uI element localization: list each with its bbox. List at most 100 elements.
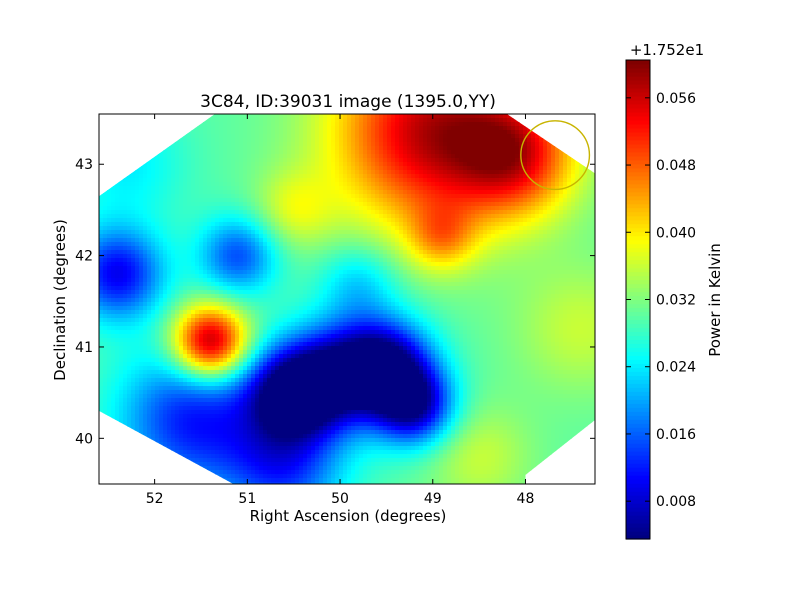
heatmap-cell (343, 166, 348, 171)
heatmap-cell (335, 258, 340, 263)
heatmap-cell (579, 166, 584, 171)
heatmap-cell (399, 242, 404, 247)
heatmap-cell (139, 238, 144, 243)
heatmap-cell (327, 218, 332, 223)
heatmap-cell (567, 190, 572, 195)
heatmap-cell (227, 234, 232, 239)
heatmap-cell (267, 118, 272, 123)
heatmap-cell (135, 194, 140, 199)
heatmap-cell (123, 194, 128, 199)
heatmap-cell (499, 226, 504, 231)
heatmap-cell (535, 218, 540, 223)
heatmap-cell (571, 254, 576, 259)
heatmap-cell (131, 250, 136, 255)
heatmap-cell (111, 230, 116, 235)
heatmap-cell (107, 254, 112, 259)
heatmap-cell (107, 142, 112, 147)
heatmap-cell (99, 166, 104, 171)
heatmap-cell (103, 210, 108, 215)
heatmap-cell (415, 118, 420, 123)
heatmap-cell (211, 230, 216, 235)
heatmap-cell (243, 238, 248, 243)
heatmap-cell (527, 122, 532, 127)
heatmap-cell (395, 254, 400, 259)
heatmap-cell (459, 150, 464, 155)
heatmap-cell (391, 158, 396, 163)
heatmap-cell (527, 118, 532, 123)
heatmap-cell (159, 126, 164, 131)
heatmap-cell (499, 158, 504, 163)
heatmap-cell (199, 226, 204, 231)
heatmap-cell (143, 242, 148, 247)
heatmap-cell (247, 254, 252, 259)
heatmap-cell (331, 186, 336, 191)
heatmap-cell (427, 218, 432, 223)
heatmap-cell (523, 154, 528, 159)
heatmap-cell (443, 202, 448, 207)
heatmap-cell (195, 218, 200, 223)
heatmap-cell (187, 210, 192, 215)
heatmap-cell (519, 174, 524, 179)
heatmap-cell (527, 178, 532, 183)
heatmap-cell (467, 222, 472, 227)
heatmap-cell (535, 214, 540, 219)
heatmap-cell (171, 226, 176, 231)
heatmap-cell (399, 218, 404, 223)
heatmap-cell (519, 238, 524, 243)
heatmap-cell (555, 182, 560, 187)
heatmap-cell (587, 206, 592, 211)
heatmap-cell (227, 218, 232, 223)
heatmap-cell (591, 186, 595, 191)
heatmap-cell (179, 126, 184, 131)
heatmap-cell (543, 162, 548, 167)
heatmap-cell (159, 190, 164, 195)
heatmap-cell (239, 150, 244, 155)
heatmap-cell (131, 118, 136, 123)
heatmap-cell (491, 210, 496, 215)
heatmap-cell (507, 242, 512, 247)
heatmap-cell (419, 186, 424, 191)
heatmap-cell (191, 218, 196, 223)
heatmap-cell (543, 138, 548, 143)
heatmap-cell (439, 250, 444, 255)
heatmap-cell (519, 234, 524, 239)
heatmap-cell (167, 202, 172, 207)
heatmap-cell (395, 230, 400, 235)
heatmap-cell (575, 194, 580, 199)
heatmap-cell (219, 162, 224, 167)
heatmap-cell (199, 114, 204, 119)
heatmap-cell (319, 198, 324, 203)
heatmap-cell (575, 174, 580, 179)
heatmap-cell (403, 138, 408, 143)
heatmap-cell (391, 190, 396, 195)
heatmap-cell (551, 114, 556, 119)
heatmap-cell (103, 174, 108, 179)
heatmap-cell (455, 158, 460, 163)
heatmap-cell (535, 258, 540, 263)
heatmap-cell (263, 190, 268, 195)
heatmap-cell (391, 262, 396, 267)
heatmap-cell (99, 170, 104, 175)
heatmap-cell (203, 190, 208, 195)
heatmap-cell (511, 118, 516, 123)
heatmap-cell (107, 246, 112, 251)
heatmap-cell (195, 254, 200, 259)
heatmap-cell (283, 246, 288, 251)
heatmap-cell (475, 254, 480, 259)
heatmap-cell (547, 198, 552, 203)
heatmap-cell (431, 194, 436, 199)
heatmap-cell (275, 178, 280, 183)
heatmap-cell (587, 114, 592, 119)
heatmap-cell (207, 146, 212, 151)
heatmap-cell (415, 146, 420, 151)
heatmap-cell (419, 226, 424, 231)
heatmap-cell (431, 190, 436, 195)
heatmap-cell (99, 134, 104, 139)
heatmap-cell (135, 178, 140, 183)
heatmap-cell (479, 118, 484, 123)
heatmap-cell (303, 170, 308, 175)
heatmap-cell (415, 266, 420, 271)
heatmap-cell (143, 118, 148, 123)
heatmap-cell (571, 210, 576, 215)
heatmap-cell (563, 194, 568, 199)
